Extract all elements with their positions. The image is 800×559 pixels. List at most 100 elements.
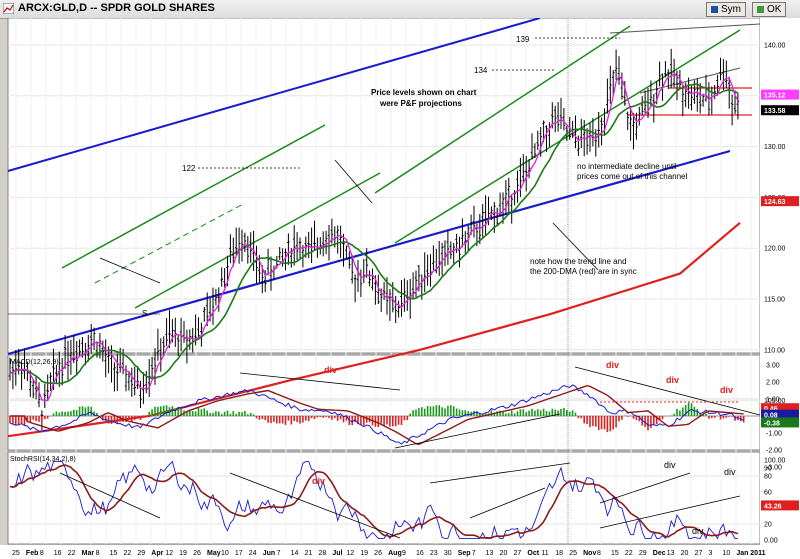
x-axis-label: 20 xyxy=(500,550,508,557)
annotation-channel-2: prices come out of this channel xyxy=(577,172,688,181)
x-axis-label: Sep xyxy=(458,550,471,557)
macd-signal-line xyxy=(10,384,744,446)
stoch-trend-line xyxy=(599,472,691,504)
svg-text:124.63: 124.63 xyxy=(764,199,786,206)
window-title: ARCX:GLD,D -- SPDR GOLD SHARES xyxy=(18,2,215,14)
x-axis-label: 3 xyxy=(709,550,713,557)
macd-axis-label: 3.00 xyxy=(766,363,780,370)
title-bar: ARCX:GLD,D -- SPDR GOLD SHARES Sym OK xyxy=(0,0,800,19)
channel-upper-line xyxy=(374,25,631,194)
svg-text:133.58: 133.58 xyxy=(764,108,786,115)
x-axis-label: 10 xyxy=(722,550,730,557)
macd-plot xyxy=(9,366,761,449)
x-axis-label: Feb xyxy=(26,550,38,557)
symbol-button[interactable]: Sym xyxy=(706,2,746,17)
price-badge-200dma: 124.63 xyxy=(761,196,799,207)
annotation-pf-2: were P&F projections xyxy=(379,99,462,108)
stoch-div-label: div xyxy=(664,460,676,470)
price-axis-label: 105.00 xyxy=(764,398,786,405)
stoch-axis-label: 100.00 xyxy=(764,458,786,465)
x-axis-label: 19 xyxy=(179,550,187,557)
price-axis-label: 115.00 xyxy=(764,297,785,304)
x-axis-label: 26 xyxy=(374,550,382,557)
stoch-div-label: div xyxy=(312,476,325,486)
ok-button[interactable]: OK xyxy=(752,2,787,17)
x-axis-label: Apr xyxy=(151,550,163,557)
annotation-sync-2: the 200-DMA (red) are in sync xyxy=(530,267,637,276)
grid xyxy=(8,18,760,544)
x-axis-label: 26 xyxy=(193,550,201,557)
annotation-channel-1: no intermediate decline until xyxy=(577,162,677,171)
x-axis-label: 8 xyxy=(40,550,44,557)
svg-text:43.26: 43.26 xyxy=(764,503,782,510)
x-axis-label: 21 xyxy=(305,550,313,557)
x-axis-label: 10 xyxy=(221,550,229,557)
macd-trend-line xyxy=(574,366,761,416)
x-axis-label: Aug xyxy=(388,550,402,557)
x-axis-label: Mar xyxy=(82,550,95,557)
price-bars xyxy=(8,48,740,430)
x-axis-label: 28 xyxy=(318,550,326,557)
stoch-trend-line xyxy=(229,472,401,539)
x-axis-label: 13 xyxy=(667,550,675,557)
channel-lower-line xyxy=(134,172,381,309)
stoch-title: StochRSI(14,34,2),8) xyxy=(10,456,76,463)
stoch-rsi-line xyxy=(9,460,738,540)
x-axis-label: May xyxy=(207,550,221,557)
stoch-axis-label: 60 xyxy=(764,490,772,497)
annotations: 139 134 122 Price levels shown on chart … xyxy=(10,35,736,536)
x-axis-label: 8 xyxy=(96,550,100,557)
macd-trend-line xyxy=(394,413,561,449)
x-axis-label: 20 xyxy=(681,550,689,557)
x-axis-label: 15 xyxy=(611,550,619,557)
channel-lower-line xyxy=(394,29,741,244)
lower-trend-line xyxy=(7,149,731,356)
x-axis-label: 16 xyxy=(54,550,62,557)
macd-div-label: div xyxy=(606,360,619,370)
x-axis-label: 25 xyxy=(12,550,20,557)
svg-text:135.12: 135.12 xyxy=(764,93,786,100)
x-axis-label: 11 xyxy=(541,550,548,557)
stoch-plot xyxy=(9,460,741,540)
stoch-div-label: div xyxy=(692,526,704,536)
x-axis-label: 14 xyxy=(291,550,299,557)
x-axis-label: 27 xyxy=(695,550,703,557)
stoch-badge: 43.26 xyxy=(761,500,799,511)
x-axis-label: 12 xyxy=(165,550,173,557)
wedge-line xyxy=(334,159,373,204)
x-axis-label: 13 xyxy=(486,550,494,557)
sync-pointer-line xyxy=(552,222,599,271)
x-axis-label: 22 xyxy=(625,550,633,557)
stoch-axis-label: 80 xyxy=(764,474,772,481)
trend-lines xyxy=(7,18,761,356)
chart-area: 139 134 122 Price levels shown on chart … xyxy=(0,18,800,559)
wedge-line xyxy=(99,257,161,284)
x-axis-label: 29 xyxy=(639,550,647,557)
macd-line xyxy=(9,384,744,445)
price-axis-label: 110.00 xyxy=(764,347,785,354)
annotation-s: S xyxy=(142,309,147,318)
price-axis-label: 130.00 xyxy=(764,144,786,151)
macd-badge: -0.38 xyxy=(761,417,799,428)
macd-axis-label: -2.00 xyxy=(766,448,782,455)
stoch-signal-line xyxy=(9,464,739,539)
moving-average-short xyxy=(9,72,739,402)
x-axis-label: 2011 xyxy=(750,550,765,557)
macd-axis-label: 1.00 xyxy=(766,397,780,404)
x-axis-label: Nov xyxy=(583,550,596,557)
macd-title: MACD(12,26,9) xyxy=(10,359,59,366)
x-axis-label: Jun xyxy=(263,550,275,557)
stoch-trend-line xyxy=(599,495,741,529)
wedge-line xyxy=(609,23,761,34)
x-axis-label: 15 xyxy=(110,550,118,557)
stoch-axis-label: 20 xyxy=(764,522,772,529)
price-axis-label: 140.00 xyxy=(764,43,786,50)
annotation-pf-1: Price levels shown on chart xyxy=(371,88,477,97)
upper-trend-line xyxy=(7,18,541,172)
x-axis-label: 22 xyxy=(123,550,131,557)
annotation-sync-1: note how the trend line and xyxy=(530,257,627,266)
annotation-139: 139 xyxy=(516,35,530,44)
macd-div-label: div xyxy=(720,385,733,395)
x-axis-label: 23 xyxy=(430,550,438,557)
price-badge-ma: 135.12 xyxy=(761,89,799,100)
